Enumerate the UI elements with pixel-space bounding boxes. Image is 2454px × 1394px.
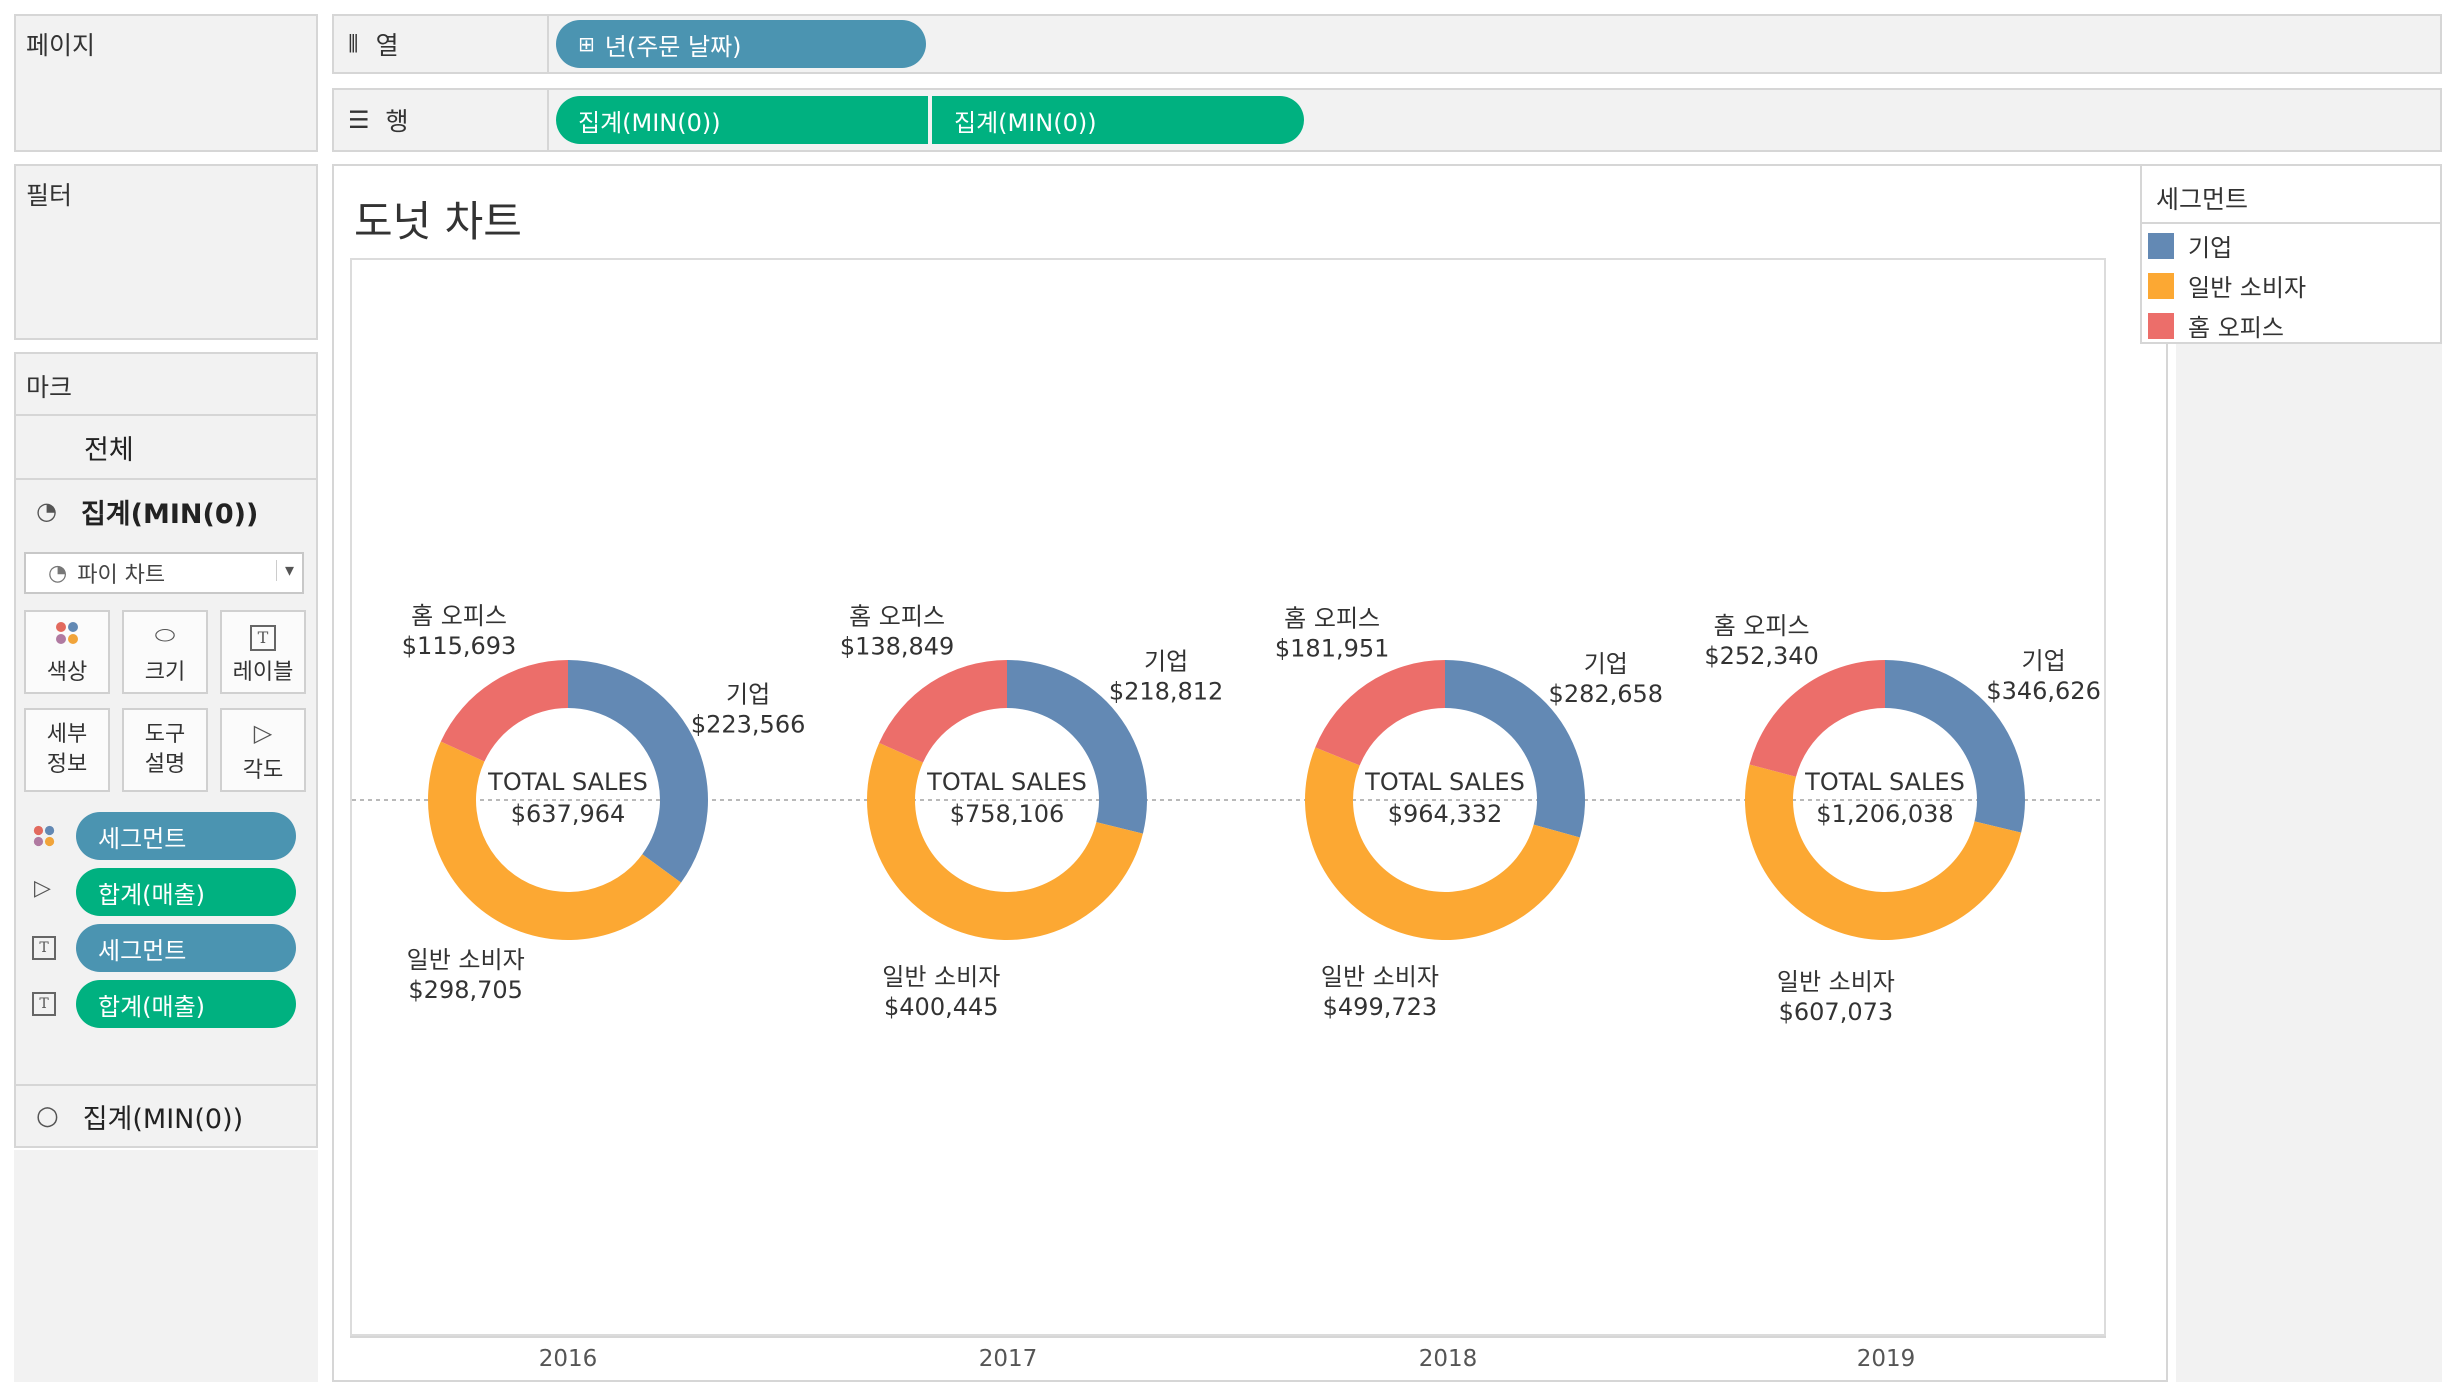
legend-swatch bbox=[2148, 272, 2174, 299]
pie-icon: ◔ bbox=[36, 497, 57, 525]
circle-icon: ○ bbox=[36, 1101, 59, 1131]
legend-item-corporate[interactable]: 기업 bbox=[2148, 228, 2232, 263]
legend-pane bbox=[2176, 164, 2442, 1382]
legend-item-label: 홈 오피스 bbox=[2188, 314, 2284, 342]
rows-pill-label: 집계(MIN(0)) bbox=[954, 108, 1097, 137]
segment-color-pill-label: 세그먼트 bbox=[98, 824, 187, 853]
rows-shelf[interactable]: ☰ 행 집계(MIN(0)) 집계(MIN(0)) bbox=[332, 88, 2442, 152]
pages-label: 페이지 bbox=[26, 31, 96, 60]
rows-label: 행 bbox=[385, 107, 409, 136]
label-button-label: 레이블 bbox=[232, 660, 294, 685]
legend-item-label: 기업 bbox=[2188, 234, 2233, 262]
detail-label-1: 세부 bbox=[46, 722, 88, 747]
text-icon: T bbox=[32, 936, 56, 960]
worksheet-title: 도넛 차트 bbox=[354, 197, 522, 246]
x-axis-label-2019: 2019 bbox=[1856, 1346, 1916, 1372]
rows-pill-2[interactable]: 집계(MIN(0)) bbox=[932, 96, 1304, 144]
segment-label-pill[interactable]: 세그먼트 bbox=[76, 924, 296, 972]
label-button[interactable]: T 레이블 bbox=[220, 610, 306, 694]
segment-color-pill[interactable]: 세그먼트 bbox=[76, 812, 296, 860]
columns-shelf[interactable]: ⦀ 열 ⊞ 년(주문 날짜) bbox=[332, 14, 2442, 74]
rows-shelf-header: ☰ 행 bbox=[334, 90, 549, 150]
mark-type-label: 파이 차트 bbox=[77, 563, 166, 588]
columns-pill-label: 년(주문 날짜) bbox=[604, 32, 742, 61]
rows-pill-1[interactable]: 집계(MIN(0)) bbox=[556, 96, 928, 144]
tooltip-label-2: 설명 bbox=[144, 752, 186, 777]
tooltip-label-1: 도구 bbox=[144, 722, 186, 747]
tooltip-button[interactable]: 도구 설명 bbox=[122, 708, 208, 792]
detail-label-2: 정보 bbox=[46, 752, 88, 777]
angle-icon: ▷ bbox=[253, 719, 273, 747]
pages-shelf[interactable]: 페이지 bbox=[14, 14, 318, 152]
sales-angle-pill[interactable]: 합계(매출) bbox=[76, 868, 296, 916]
sales-label-pill[interactable]: 합계(매출) bbox=[76, 980, 296, 1028]
mark-field-row: T 세그먼트 bbox=[24, 922, 314, 974]
columns-shelf-header: ⦀ 열 bbox=[334, 16, 549, 72]
color-button-label: 색상 bbox=[46, 660, 88, 685]
segment-legend[interactable]: 세그먼트 기업 일반 소비자 홈 오피스 bbox=[2140, 164, 2442, 344]
x-axis-label-2017: 2017 bbox=[978, 1346, 1038, 1372]
color-icon bbox=[32, 824, 56, 852]
mark-field-row: ▷ 합계(매출) bbox=[24, 866, 314, 918]
x-axis-label-2016: 2016 bbox=[538, 1346, 598, 1372]
legend-swatch bbox=[2148, 232, 2174, 259]
mark-field-row: 세그먼트 bbox=[24, 810, 314, 862]
marks-card: 마크 전체 ◔ 집계(MIN(0)) ◔ 파이 차트 ▾ 색상 ⬭ 크기 T 레… bbox=[14, 352, 318, 1148]
filters-shelf[interactable]: 필터 bbox=[14, 164, 318, 340]
marks-layer-1-label: 집계(MIN(0)) bbox=[80, 498, 259, 530]
size-button-label: 크기 bbox=[144, 660, 186, 685]
color-icon bbox=[26, 620, 108, 650]
marks-all-label: 전체 bbox=[84, 434, 134, 466]
marks-layer-1-tab[interactable]: ◔ 집계(MIN(0)) bbox=[16, 478, 316, 542]
filters-label: 필터 bbox=[26, 181, 73, 210]
rows-pill-label: 집계(MIN(0)) bbox=[578, 108, 721, 137]
color-button[interactable]: 색상 bbox=[24, 610, 110, 694]
expand-icon: ⊞ bbox=[578, 32, 595, 56]
marks-layer-2-tab[interactable]: ○ 집계(MIN(0)) bbox=[16, 1084, 316, 1146]
mark-type-dropdown[interactable]: ◔ 파이 차트 ▾ bbox=[24, 552, 304, 594]
marks-title: 마크 bbox=[26, 373, 73, 402]
mark-field-row: T 합계(매출) bbox=[24, 978, 314, 1030]
text-icon: T bbox=[32, 992, 56, 1016]
columns-pill-year[interactable]: ⊞ 년(주문 날짜) bbox=[556, 20, 926, 68]
left-pane-background bbox=[14, 1150, 318, 1382]
x-axis-band bbox=[350, 1336, 2106, 1382]
columns-icon: ⦀ bbox=[348, 30, 360, 58]
chevron-down-icon: ▾ bbox=[275, 560, 294, 581]
detail-button[interactable]: 세부 정보 bbox=[24, 708, 110, 792]
view-pane bbox=[350, 258, 2106, 1336]
marks-all-tab[interactable]: 전체 bbox=[16, 414, 316, 478]
sales-label-pill-label: 합계(매출) bbox=[98, 992, 206, 1021]
angle-button-label: 각도 bbox=[242, 758, 284, 783]
legend-item-consumer[interactable]: 일반 소비자 bbox=[2148, 268, 2306, 303]
segment-label-pill-label: 세그먼트 bbox=[98, 936, 187, 965]
x-axis-label-2018: 2018 bbox=[1418, 1346, 1478, 1372]
text-icon: T bbox=[222, 620, 304, 651]
legend-swatch bbox=[2148, 312, 2174, 339]
columns-label: 열 bbox=[375, 31, 399, 60]
sales-angle-pill-label: 합계(매출) bbox=[98, 880, 206, 909]
legend-item-home-office[interactable]: 홈 오피스 bbox=[2148, 308, 2284, 343]
angle-icon: ▷ bbox=[34, 876, 51, 901]
marks-layer-2-label: 집계(MIN(0)) bbox=[82, 1103, 244, 1135]
angle-button[interactable]: ▷ 각도 bbox=[220, 708, 306, 792]
legend-title: 세그먼트 bbox=[2156, 185, 2249, 214]
size-button[interactable]: ⬭ 크기 bbox=[122, 610, 208, 694]
size-icon: ⬭ bbox=[154, 621, 176, 649]
rows-icon: ☰ bbox=[348, 106, 370, 134]
pie-icon: ◔ bbox=[48, 560, 68, 586]
legend-item-label: 일반 소비자 bbox=[2188, 274, 2307, 302]
